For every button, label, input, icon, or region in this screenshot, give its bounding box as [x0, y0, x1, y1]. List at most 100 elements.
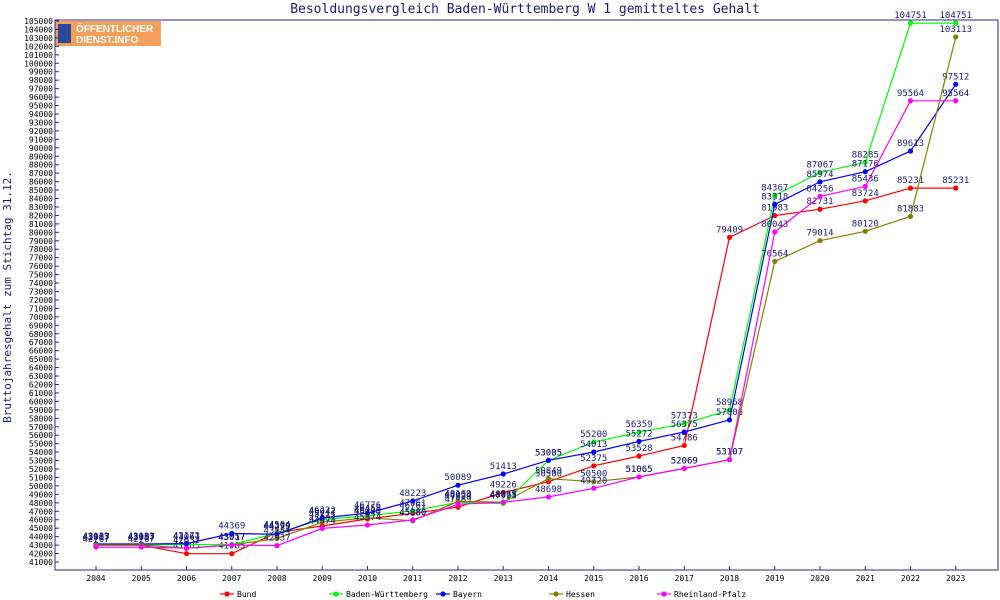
data-label: 50500	[580, 470, 607, 480]
data-point	[319, 525, 325, 532]
legend-marker	[661, 591, 667, 597]
y-tick-label: 84000	[29, 195, 53, 204]
y-tick-label: 87000	[29, 169, 53, 178]
x-tick-label: 2009	[313, 574, 332, 583]
y-tick-label: 52000	[29, 465, 53, 474]
y-tick-label: 65000	[29, 355, 53, 364]
legend-label: Bund	[237, 590, 256, 599]
data-point	[862, 159, 868, 165]
y-tick-label: 43000	[29, 541, 53, 550]
data-point	[138, 544, 144, 550]
data-label: 48698	[535, 485, 562, 495]
data-point	[907, 98, 914, 104]
data-label: 45880	[399, 509, 426, 519]
data-point	[953, 81, 959, 87]
y-tick-label: 74000	[29, 279, 53, 288]
data-label: 54786	[671, 433, 698, 443]
y-tick-label: 76000	[29, 262, 53, 271]
legend-marker	[224, 591, 230, 597]
y-tick-label: 54000	[29, 448, 53, 457]
data-label: 87176	[852, 160, 879, 170]
data-point	[591, 463, 597, 469]
series-line	[96, 187, 956, 555]
data-label: 82731	[806, 197, 833, 207]
data-label: 43017	[218, 533, 245, 543]
data-label: 57373	[671, 412, 698, 422]
data-label: 53107	[716, 448, 743, 458]
legend-label: Rheinland-Pfalz	[674, 590, 746, 599]
data-point	[229, 551, 235, 557]
data-label: 46776	[354, 501, 381, 511]
data-point	[183, 541, 190, 547]
data-label: 43057	[82, 533, 109, 543]
data-point	[772, 201, 778, 207]
data-point	[636, 453, 642, 459]
data-label: 44369	[218, 522, 245, 532]
x-axis: 2004 2005 2006 2007 2008 2009 2010 2011 2012 2013…	[86, 566, 966, 583]
legend-marker	[553, 591, 559, 597]
data-point	[907, 213, 914, 220]
data-label: 85231	[942, 176, 969, 186]
data-point	[636, 438, 642, 444]
data-label: 43173	[173, 532, 200, 542]
y-tick-label: 75000	[29, 271, 53, 280]
data-point	[364, 515, 371, 521]
data-point	[772, 212, 778, 219]
data-point	[500, 489, 506, 496]
data-point	[953, 34, 959, 40]
data-label: 43017	[218, 533, 245, 543]
series-line	[96, 100, 956, 549]
data-label: 46223	[354, 506, 381, 516]
series-rheinland-pfalz: 42767 42767 42637 43017 42937 44974 45374 45980…	[82, 89, 969, 551]
y-axis-label: Bruttojahresgehalt zum Stichtag 31.12.	[1, 171, 14, 423]
data-point	[364, 510, 371, 516]
data-label: 85974	[806, 170, 833, 180]
data-label: 104751	[894, 11, 927, 21]
data-label: 52069	[671, 456, 698, 466]
data-label: 50500	[535, 470, 562, 480]
x-tick-label: 2011	[403, 574, 422, 583]
y-tick-label: 42000	[29, 550, 53, 559]
data-point	[545, 494, 552, 500]
data-label: 52375	[580, 454, 607, 464]
data-point	[591, 479, 597, 485]
data-point	[545, 476, 552, 482]
data-label: 89613	[897, 139, 924, 149]
x-tick-label: 2023	[946, 574, 965, 583]
data-point	[500, 471, 506, 477]
y-tick-label: 77000	[29, 254, 53, 263]
x-tick-label: 2012	[448, 574, 467, 583]
data-label: 54013	[580, 440, 607, 450]
data-label: 55272	[625, 429, 652, 439]
data-label: 57806	[716, 408, 743, 418]
data-point	[591, 439, 597, 445]
data-label: 84367	[761, 183, 788, 193]
y-tick-label: 70000	[29, 313, 53, 322]
y-tick-label: 44000	[29, 533, 53, 542]
y-tick-label: 59000	[29, 406, 53, 415]
data-point	[364, 522, 371, 528]
data-label: 104751	[939, 11, 972, 21]
y-tick-label: 61000	[29, 389, 53, 398]
y-tick-label: 55000	[29, 440, 53, 449]
logo-background	[55, 21, 161, 46]
y-tick-label: 97000	[29, 85, 53, 94]
y-tick-label: 46000	[29, 516, 53, 525]
y-tick-label: 58000	[29, 414, 53, 423]
data-point	[636, 474, 642, 480]
y-tick-label: 53000	[29, 457, 53, 466]
data-point	[545, 457, 552, 463]
data-label: 42637	[173, 536, 200, 546]
x-tick-label: 2022	[901, 574, 920, 583]
data-point	[183, 551, 190, 557]
series-layer: 4298742987419854198544504452644609846761…	[82, 11, 972, 557]
chart-title: Besoldungsvergleich Baden-Württemberg W …	[290, 2, 760, 17]
y-tick-label: 62000	[29, 380, 53, 389]
data-label: 47061	[399, 499, 426, 509]
data-point	[907, 148, 914, 154]
y-tick-label: 90000	[29, 144, 53, 153]
y-tick-label: 79000	[29, 237, 53, 246]
y-tick-label: 48000	[29, 499, 53, 508]
y-tick-label: 67000	[29, 338, 53, 347]
